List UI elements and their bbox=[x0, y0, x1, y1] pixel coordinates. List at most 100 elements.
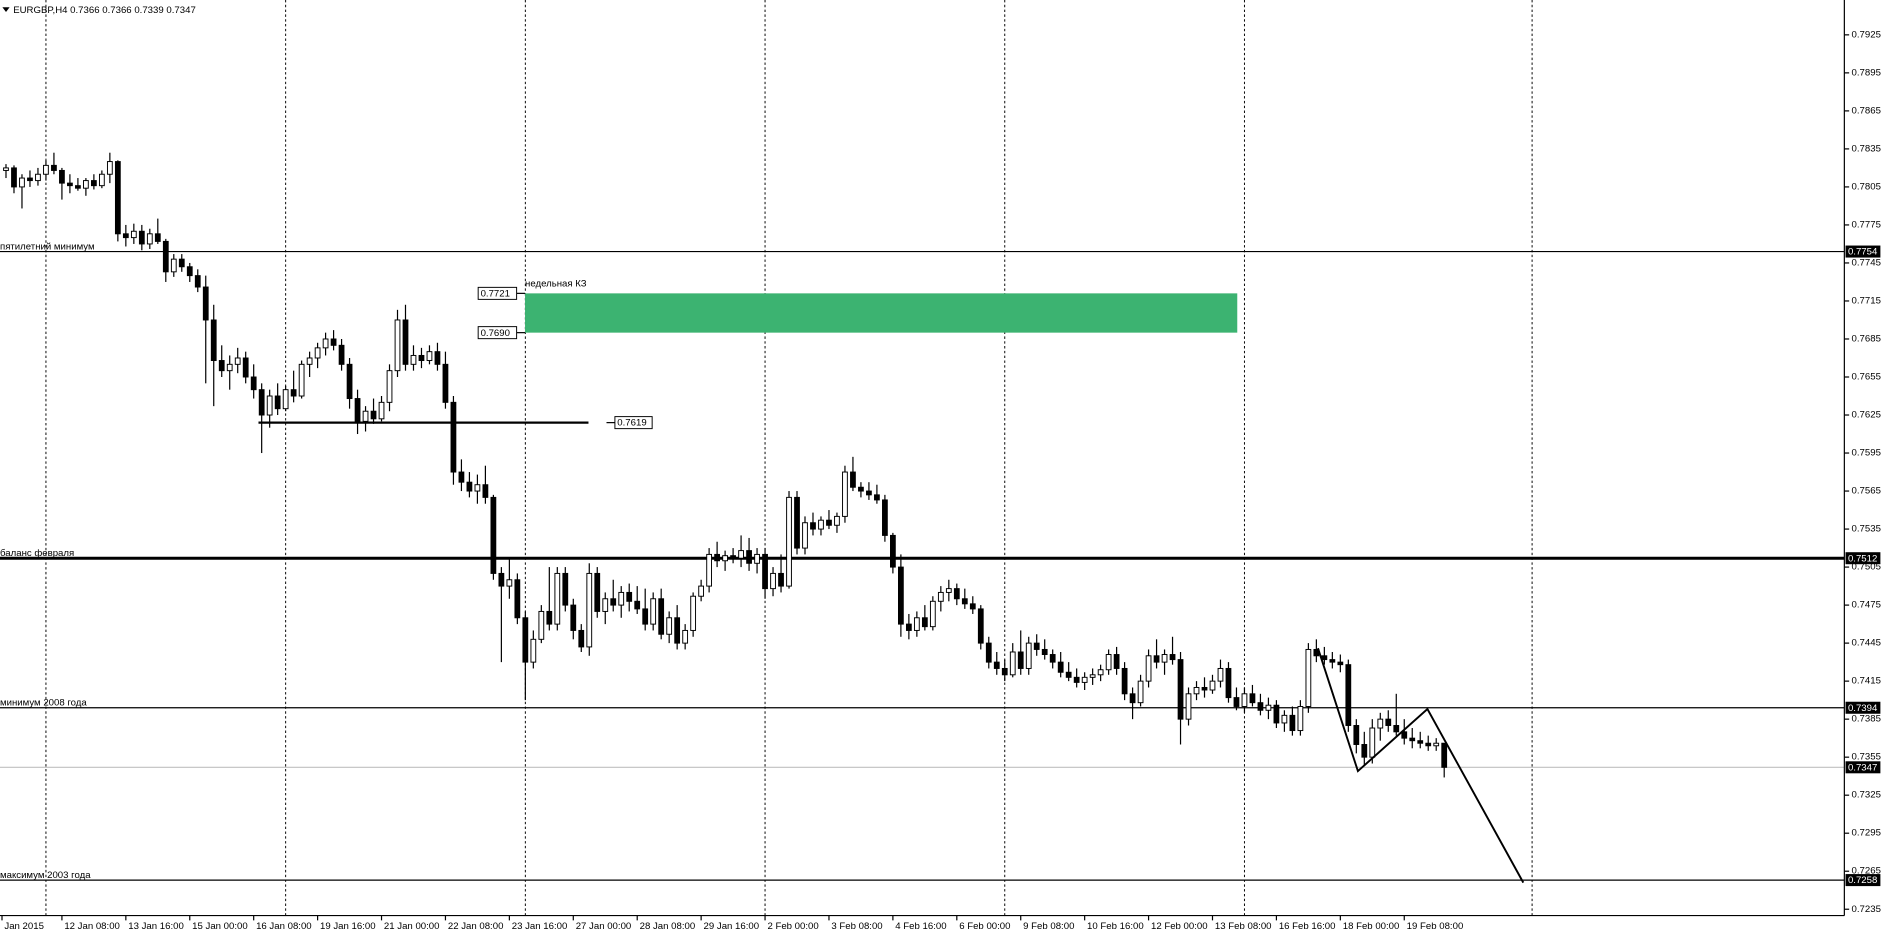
y-tick-label: 0.7805 bbox=[1852, 181, 1881, 192]
candle-body bbox=[330, 338, 337, 346]
y-tick-label: 0.7775 bbox=[1852, 219, 1881, 230]
y-tick-label: 0.7655 bbox=[1852, 372, 1881, 383]
candle-body bbox=[1361, 744, 1368, 758]
candle-body bbox=[178, 258, 185, 268]
candle-body bbox=[466, 481, 473, 492]
candle-body bbox=[1025, 642, 1032, 669]
price-tag-label: 0.7394 bbox=[1848, 703, 1878, 714]
candle-body bbox=[27, 177, 33, 182]
y-tick-label: 0.7745 bbox=[1852, 257, 1881, 268]
y-tick-label: 0.7445 bbox=[1852, 638, 1881, 649]
candle-body bbox=[1433, 742, 1440, 747]
candle-body bbox=[786, 496, 792, 587]
candle-body bbox=[538, 610, 545, 640]
candle-body bbox=[874, 494, 880, 501]
candle-body bbox=[1441, 742, 1448, 768]
candle-body bbox=[1137, 680, 1144, 704]
candle-body bbox=[210, 319, 217, 362]
candle-body bbox=[1425, 742, 1432, 747]
candle-body bbox=[226, 363, 233, 372]
level-label: баланс февраля bbox=[0, 548, 74, 559]
candle-body bbox=[818, 519, 824, 530]
candle-body bbox=[985, 642, 992, 663]
candle-body bbox=[274, 395, 281, 410]
candle-body bbox=[354, 398, 361, 422]
candle-body bbox=[1177, 659, 1184, 720]
candle-body bbox=[826, 519, 832, 526]
candle-body bbox=[1089, 674, 1096, 678]
candle-body bbox=[1257, 702, 1264, 711]
candle-body bbox=[1185, 693, 1192, 720]
menu-arrow[interactable] bbox=[2, 7, 10, 13]
candle-body bbox=[1369, 727, 1376, 758]
candle-body bbox=[106, 161, 113, 175]
candle-body bbox=[346, 363, 353, 400]
candle-body bbox=[929, 600, 936, 628]
y-tick-label: 0.7595 bbox=[1852, 448, 1881, 459]
candle-body bbox=[1065, 671, 1072, 678]
candle-body bbox=[1161, 654, 1168, 663]
candle-body bbox=[746, 550, 752, 564]
candle-body bbox=[322, 338, 329, 349]
x-tick-label: 23 Jan 16:00 bbox=[512, 921, 568, 932]
x-tick-label: 15 Jan 00:00 bbox=[192, 921, 248, 932]
candle-body bbox=[794, 496, 800, 549]
candle-body bbox=[506, 579, 513, 587]
candle-body bbox=[1017, 651, 1024, 669]
candle-body bbox=[378, 401, 385, 420]
x-tick-label: 13 Jan 16:00 bbox=[128, 921, 184, 932]
candle-body bbox=[1113, 654, 1120, 669]
candle-body bbox=[1377, 718, 1384, 729]
candle-body bbox=[250, 376, 257, 391]
candle-body bbox=[218, 360, 225, 372]
close: 0.7347 bbox=[166, 5, 195, 16]
x-tick-label: 27 Jan 00:00 bbox=[576, 921, 632, 932]
x-tick-label: 3 Feb 08:00 bbox=[831, 921, 882, 932]
candle-body bbox=[937, 591, 944, 602]
candle-body bbox=[1001, 667, 1008, 676]
candle-body bbox=[3, 167, 9, 171]
x-tick-label: Jan 2015 bbox=[4, 921, 44, 932]
candle-body bbox=[993, 661, 1000, 669]
candle-body bbox=[1121, 667, 1128, 695]
candle-body bbox=[194, 275, 201, 288]
candle-body bbox=[666, 617, 673, 635]
candle-body bbox=[362, 410, 369, 422]
candle-body bbox=[490, 496, 497, 574]
candle-body bbox=[282, 389, 289, 410]
candle-body bbox=[1073, 676, 1080, 683]
candle-body bbox=[1385, 718, 1392, 726]
candle-body bbox=[306, 357, 313, 365]
candle-body bbox=[658, 598, 665, 635]
x-tick-label: 19 Feb 08:00 bbox=[1407, 921, 1464, 932]
candle-body bbox=[1225, 667, 1232, 699]
candle-body bbox=[90, 180, 97, 187]
candle-body bbox=[35, 173, 41, 182]
candle-body bbox=[1321, 655, 1328, 661]
candle-body bbox=[882, 499, 888, 536]
candle-body bbox=[458, 471, 465, 483]
candle-body bbox=[1297, 705, 1304, 732]
candle-body bbox=[913, 617, 920, 631]
candle-body bbox=[730, 555, 736, 559]
candle-body bbox=[394, 319, 401, 372]
plot: недельная КЗ 0.7721 0.7690 пятилетний миним… bbox=[0, 0, 1845, 916]
candle-body bbox=[1057, 661, 1064, 673]
candle-body bbox=[554, 572, 561, 625]
candle-body bbox=[514, 579, 521, 619]
candle-body bbox=[298, 363, 305, 397]
candle-body bbox=[858, 486, 864, 492]
x-tick-label: 13 Feb 08:00 bbox=[1215, 921, 1272, 932]
candle-body bbox=[162, 240, 169, 273]
y-tick-label: 0.7385 bbox=[1852, 714, 1881, 725]
candle-body bbox=[650, 598, 657, 625]
y-tick-label: 0.7415 bbox=[1852, 676, 1881, 687]
candle-body bbox=[19, 177, 25, 188]
candle-body bbox=[114, 161, 121, 235]
price-tag bbox=[1845, 552, 1881, 565]
candle-body bbox=[1097, 669, 1104, 676]
zone-label: недельная КЗ bbox=[525, 278, 587, 289]
level-label: максимум 2003 года bbox=[0, 870, 91, 881]
